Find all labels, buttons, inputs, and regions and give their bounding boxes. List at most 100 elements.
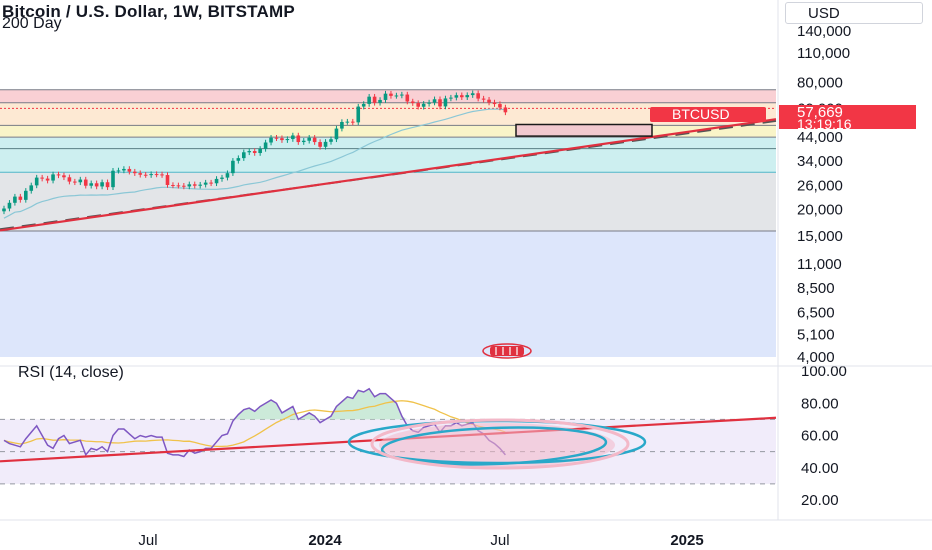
candle [176,185,181,187]
candle [432,99,437,103]
candle [105,182,110,188]
price-tick-label: 26,000 [797,177,843,194]
candle [7,202,12,209]
candle [280,138,284,141]
price-label-box [779,105,916,129]
rsi-axis: 100.00 80.00 60.00 40.00 20.00 [801,363,847,509]
candle [209,182,213,184]
price-tick-label: 110,000 [797,45,850,62]
candle [410,101,415,104]
candle [45,178,50,181]
price-tick-label: 5,100 [797,327,835,344]
candle [487,99,491,103]
candle [154,174,159,176]
currency-button[interactable]: USD [785,2,923,24]
candle [143,174,148,176]
candle [427,102,431,104]
candle [252,151,257,154]
candle [345,121,350,123]
candle [383,93,388,100]
candle [242,152,246,159]
price-zone [0,137,776,173]
rsi-tick-label: 100.00 [801,363,847,380]
candle [449,97,453,99]
candle [236,158,241,161]
candle [116,170,121,172]
candle [149,174,153,176]
candle [34,177,39,186]
price-zone [0,102,776,126]
price-tick-label: 34,000 [797,153,843,170]
candle [187,184,192,187]
candle [361,103,366,107]
price-tick-label: 20,000 [797,201,843,218]
candle [73,181,77,183]
candle [503,107,508,113]
candle [133,171,137,174]
candle [421,103,426,107]
candle [498,104,502,108]
support-trendline [0,118,777,232]
time-tick-label: Jul [138,532,157,549]
price-tick-label: 15,000 [797,228,843,245]
price-zones [0,89,776,357]
candle [318,142,322,147]
candle [165,175,170,186]
candle [24,190,28,200]
candle [351,121,355,123]
rsi-tick-label: 20.00 [801,492,839,509]
candle [40,177,44,179]
rsi-tick-label: 40.00 [801,460,839,477]
candle [122,168,126,171]
time-axis: Jul 2024 Jul 2025 [138,532,703,549]
candle [367,96,371,104]
candle [285,139,290,141]
candle [13,196,17,203]
candle [138,173,143,175]
candles [2,90,508,219]
candle [78,179,83,183]
candle [214,178,219,184]
candle [171,185,175,187]
pane-separator [0,360,932,366]
candle [454,95,459,98]
candle [394,95,399,97]
annotation-circle [347,418,647,470]
price-tick-label: 44,000 [797,129,843,146]
candle [51,174,55,181]
candle [56,174,61,176]
candle [258,148,262,154]
candle [312,137,317,143]
candle [94,183,99,187]
candle [334,128,339,140]
candle [160,174,164,176]
candle [356,106,361,123]
candle [443,98,448,107]
price-zone [0,172,776,232]
candle [29,185,34,191]
price-zone [0,125,776,138]
price-tick-label: 11,000 [797,256,842,273]
time-tick-label: 2024 [308,532,342,549]
candle [372,96,377,103]
candle [263,142,268,149]
candle [67,177,72,182]
time-tick-label: 2025 [670,532,703,549]
rsi-pane [0,387,777,485]
candle [220,177,224,179]
rsi-tick-label: 60.00 [801,428,839,445]
candle [400,94,404,96]
candle [460,95,464,98]
candle [307,137,311,141]
price-tick-label: 6,500 [797,304,835,321]
candle [182,185,186,187]
price-zone [0,89,776,103]
price-tick-label: 140,000 [797,23,851,40]
candle [378,99,382,103]
candle [100,182,104,187]
candle [83,179,88,186]
price-zone [0,231,776,357]
candle [492,102,497,105]
candle [296,135,301,143]
